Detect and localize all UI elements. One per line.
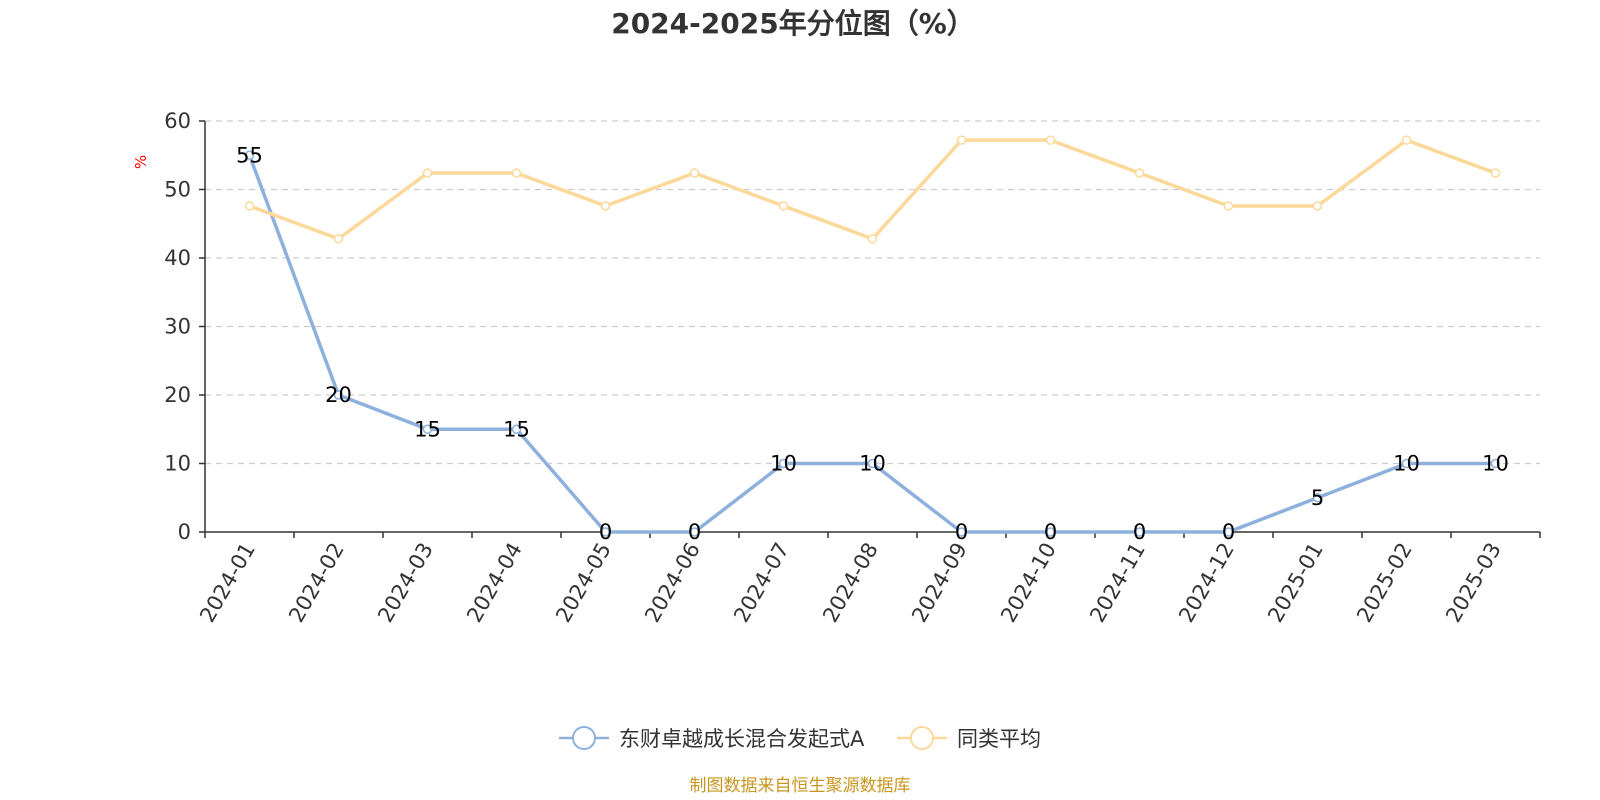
x-tick-label-2025-02: 2025-02 <box>1352 539 1417 627</box>
chart-title: 2024-2025年分位图（%） <box>611 7 975 40</box>
legend-item-1[interactable]: 东财卓越成长混合发起式A <box>559 726 865 751</box>
series-1-value-label-2024-09: 0 <box>955 520 968 544</box>
series-1-point-2024-10 <box>1045 527 1056 537</box>
series-lines <box>244 135 1501 537</box>
legend-marker-2 <box>910 726 934 750</box>
x-tick-label-2024-08: 2024-08 <box>818 539 883 627</box>
grid-lines <box>205 120 1540 465</box>
series-1-point-2025-03 <box>1490 458 1501 469</box>
series-1-value-label-2025-01: 5 <box>1311 486 1324 510</box>
x-tick-label-2024-04: 2024-04 <box>462 539 527 627</box>
x-tick-label-2024-07: 2024-07 <box>729 539 794 627</box>
series-1-value-label-2024-05: 0 <box>599 520 612 544</box>
y-tick-label-40: 40 <box>164 246 191 270</box>
series-1-point-2024-06 <box>689 527 700 537</box>
series-1-point-2024-01 <box>244 150 255 160</box>
series-2-point-2024-10 <box>1045 135 1056 145</box>
series-1-value-label-2024-08: 10 <box>859 452 886 476</box>
x-tick-label-2024-05: 2024-05 <box>551 539 616 627</box>
series-2-point-2025-02 <box>1401 135 1412 145</box>
series-1-point-2024-02 <box>333 390 344 400</box>
series-1-value-label-2024-04: 15 <box>503 417 530 441</box>
x-tick-label-2025-01: 2025-01 <box>1263 539 1328 627</box>
series-1-point-2024-12 <box>1223 527 1234 537</box>
series-2-point-2024-02 <box>333 234 344 244</box>
x-tick-label-2024-10: 2024-10 <box>996 539 1061 627</box>
x-tick-label-2024-01: 2024-01 <box>195 539 260 627</box>
series-1-point-2024-04 <box>511 424 522 434</box>
x-tick-label-2024-09: 2024-09 <box>907 539 972 627</box>
series-1-value-label-2024-06: 0 <box>688 520 701 544</box>
series-1-value-label-2024-03: 15 <box>414 417 441 441</box>
series-1-point-2025-02 <box>1401 458 1412 469</box>
series-2-point-2024-05 <box>600 201 611 211</box>
series-2-point-2024-12 <box>1223 201 1234 211</box>
series-1-value-label-2024-02: 20 <box>325 383 352 407</box>
x-tick-label-2024-03: 2024-03 <box>373 539 438 627</box>
legend-label-1: 东财卓越成长混合发起式A <box>619 727 865 751</box>
legend-label-2: 同类平均 <box>957 727 1041 751</box>
x-tick-label-2024-02: 2024-02 <box>284 539 349 627</box>
series-1-point-2024-11 <box>1134 527 1145 537</box>
series-1-point-2024-07 <box>778 458 789 469</box>
series-2-point-2024-06 <box>689 168 700 178</box>
data-source-note: 制图数据来自恒生聚源数据库 <box>690 776 911 796</box>
series-2-point-2024-07 <box>778 201 789 211</box>
series-2-point-2024-01 <box>244 201 255 211</box>
series-2-point-2024-11 <box>1134 168 1145 178</box>
legend[interactable]: 东财卓越成长混合发起式A 同类平均 <box>559 726 1041 751</box>
series-1-point-2024-09 <box>956 527 967 537</box>
series-2-point-2024-08 <box>867 234 878 244</box>
series-1-value-label-2025-02: 10 <box>1393 452 1420 476</box>
series-2-point-2024-04 <box>511 168 522 178</box>
series-2-point-2024-03 <box>422 168 433 178</box>
series-1-value-label-2024-01: 55 <box>236 143 263 167</box>
series-1-point-2024-08 <box>867 458 878 469</box>
series-2-point-2024-09 <box>956 135 967 145</box>
x-tick-label-2025-03: 2025-03 <box>1441 539 1506 627</box>
series-1-value-label-2024-10: 0 <box>1044 520 1057 544</box>
legend-item-2[interactable]: 同类平均 <box>897 726 1041 751</box>
x-tick-label-2024-06: 2024-06 <box>640 539 705 627</box>
legend-marker-1 <box>572 726 596 750</box>
series-1-point-2024-03 <box>422 424 433 434</box>
y-axis-unit-label: % <box>132 155 150 169</box>
series-1-value-label-2024-12: 0 <box>1222 520 1235 544</box>
series-2-point-2025-03 <box>1490 168 1501 178</box>
data-labels: 55 20 15 15 0 0 10 10 0 0 0 0 5 10 10 <box>236 143 1509 544</box>
series-1-value-label-2024-07: 10 <box>770 452 797 476</box>
y-tick-label-10: 10 <box>164 452 191 476</box>
series-1-value-label-2025-03: 10 <box>1482 452 1509 476</box>
y-tick-label-20: 20 <box>164 383 191 407</box>
y-tick-label-60: 60 <box>164 109 191 133</box>
series-1-point-2024-05 <box>600 527 611 537</box>
y-tick-label-30: 30 <box>164 315 191 339</box>
y-tick-label-50: 50 <box>164 178 191 202</box>
series-1-value-label-2024-11: 0 <box>1133 520 1146 544</box>
series-2-point-2025-01 <box>1312 201 1323 211</box>
x-tick-label-2024-12: 2024-12 <box>1174 539 1239 627</box>
series-1-point-2025-01 <box>1312 493 1323 503</box>
y-tick-label-0: 0 <box>178 520 191 544</box>
x-tick-label-2024-11: 2024-11 <box>1085 539 1150 627</box>
